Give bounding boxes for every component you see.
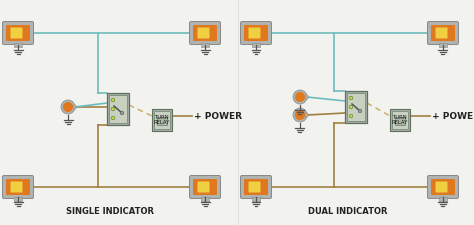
Text: SINGLE INDICATOR: SINGLE INDICATOR: [66, 207, 154, 216]
FancyBboxPatch shape: [431, 26, 455, 42]
Circle shape: [295, 110, 305, 121]
FancyBboxPatch shape: [2, 176, 34, 199]
Bar: [73, 106, 76, 110]
Bar: [14, 44, 22, 48]
Bar: [252, 44, 260, 48]
Circle shape: [63, 103, 73, 112]
Bar: [201, 44, 209, 48]
Circle shape: [111, 99, 115, 102]
Circle shape: [61, 101, 75, 115]
FancyBboxPatch shape: [10, 28, 22, 39]
Circle shape: [293, 91, 307, 105]
Bar: [305, 113, 309, 117]
Bar: [14, 197, 22, 201]
FancyBboxPatch shape: [248, 28, 261, 39]
FancyBboxPatch shape: [190, 22, 220, 45]
Circle shape: [349, 97, 353, 100]
FancyBboxPatch shape: [436, 28, 447, 39]
FancyBboxPatch shape: [244, 179, 268, 195]
Circle shape: [349, 106, 353, 109]
Circle shape: [111, 108, 115, 111]
Bar: [392, 112, 408, 129]
Bar: [252, 197, 260, 201]
Circle shape: [349, 115, 353, 118]
FancyBboxPatch shape: [248, 182, 261, 193]
Bar: [345, 92, 367, 124]
Bar: [107, 94, 129, 126]
Bar: [157, 117, 167, 126]
Text: TURN
RELAY: TURN RELAY: [392, 114, 408, 125]
FancyBboxPatch shape: [193, 179, 217, 195]
FancyBboxPatch shape: [198, 28, 210, 39]
Bar: [154, 112, 170, 129]
FancyBboxPatch shape: [428, 176, 458, 199]
Bar: [152, 110, 172, 131]
FancyBboxPatch shape: [428, 22, 458, 45]
Bar: [395, 117, 405, 126]
Circle shape: [111, 117, 115, 120]
Circle shape: [120, 112, 124, 115]
Bar: [305, 96, 309, 99]
Bar: [390, 110, 410, 131]
FancyBboxPatch shape: [244, 26, 268, 42]
Bar: [201, 197, 209, 201]
Bar: [109, 96, 127, 124]
Circle shape: [358, 110, 362, 113]
FancyBboxPatch shape: [240, 22, 272, 45]
Circle shape: [295, 92, 305, 103]
Text: DUAL INDICATOR: DUAL INDICATOR: [308, 207, 388, 216]
Text: TURN
RELAY: TURN RELAY: [154, 114, 170, 125]
FancyBboxPatch shape: [198, 182, 210, 193]
FancyBboxPatch shape: [193, 26, 217, 42]
Bar: [439, 197, 447, 201]
FancyBboxPatch shape: [190, 176, 220, 199]
FancyBboxPatch shape: [436, 182, 447, 193]
Text: + POWER: + POWER: [432, 112, 474, 121]
FancyBboxPatch shape: [10, 182, 22, 193]
FancyBboxPatch shape: [431, 179, 455, 195]
Circle shape: [293, 108, 307, 122]
FancyBboxPatch shape: [6, 26, 30, 42]
FancyBboxPatch shape: [6, 179, 30, 195]
Bar: [347, 94, 365, 122]
Bar: [439, 44, 447, 48]
Text: + POWER: + POWER: [194, 112, 242, 121]
FancyBboxPatch shape: [2, 22, 34, 45]
FancyBboxPatch shape: [240, 176, 272, 199]
